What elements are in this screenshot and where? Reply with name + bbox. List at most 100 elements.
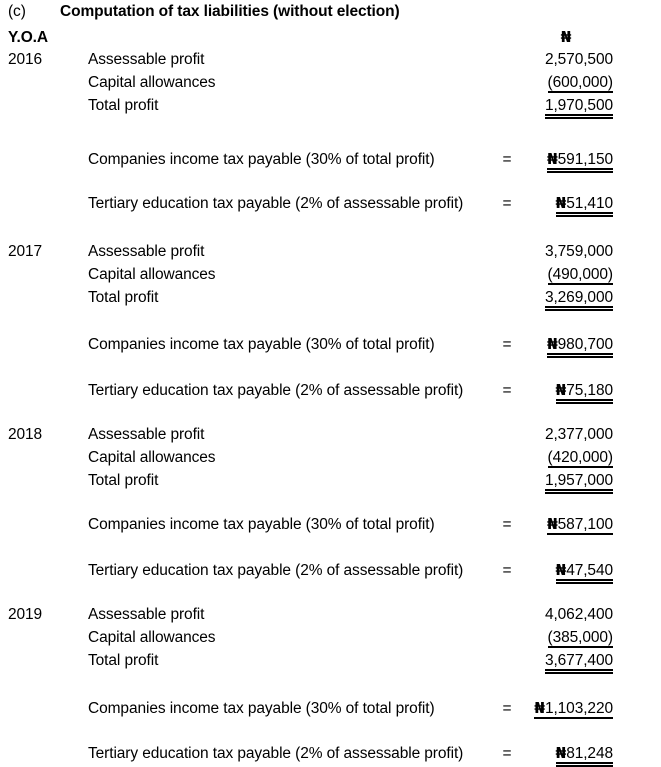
- amount-cell: 1,970,500: [519, 94, 613, 119]
- line-item-label: Companies income tax payable (30% of tot…: [88, 336, 435, 353]
- amount-cell: 2,377,000: [519, 423, 613, 446]
- assessable-value: 3,759,000: [544, 243, 613, 260]
- line-item-label: Capital allowances: [88, 629, 216, 646]
- assessable-value: 2,570,500: [544, 51, 613, 68]
- row-2019-total: Total profit 3,677,400: [8, 649, 613, 674]
- item-marker: (c): [8, 3, 26, 20]
- naira-column-header: ₦: [560, 28, 572, 46]
- yoa-header: Y.O.A: [8, 29, 48, 46]
- row-2019-capital: Capital allowances (385,000): [8, 626, 613, 649]
- tet-amount: 81,248: [566, 745, 613, 762]
- naira-sign: ₦: [555, 194, 567, 212]
- line-item-label: Total profit: [88, 472, 159, 489]
- amount-cell: (600,000): [519, 71, 613, 94]
- amount-cell: 4,062,400: [519, 603, 613, 626]
- amount-cell: (385,000): [519, 626, 613, 649]
- row-2016-cit: Companies income tax payable (30% of tot…: [8, 148, 613, 173]
- tet-amount: 47,540: [566, 562, 613, 579]
- row-2017-capital: Capital allowances (490,000): [8, 263, 613, 286]
- page-title: Computation of tax liabilities (without …: [60, 3, 400, 20]
- year-label: 2016: [8, 51, 43, 68]
- row-2016-tet: Tertiary education tax payable (2% of as…: [8, 192, 613, 217]
- total-value: 1,970,500: [544, 97, 613, 119]
- line-item-label: Assessable profit: [88, 426, 205, 443]
- amount-cell: 3,759,000: [519, 240, 613, 263]
- naira-sign: ₦: [555, 744, 567, 762]
- amount-cell: (420,000): [519, 446, 613, 469]
- row-2017-cit: Companies income tax payable (30% of tot…: [8, 333, 613, 358]
- line-item-label: Capital allowances: [88, 74, 216, 91]
- naira-sign: ₦: [534, 699, 545, 717]
- cit-amount: 591,150: [557, 151, 613, 168]
- row-2018-total: Total profit 1,957,000: [8, 469, 613, 494]
- amount-cell: ₦1,103,220: [519, 697, 613, 720]
- equals-sign: =: [502, 700, 512, 717]
- line-item-label: Total profit: [88, 97, 159, 114]
- row-2018-capital: Capital allowances (420,000): [8, 446, 613, 469]
- tet-amount: 51,410: [566, 195, 613, 212]
- row-2018-assessable: 2018 Assessable profit 2,377,000: [8, 423, 613, 446]
- amount-cell: ₦587,100: [519, 513, 613, 536]
- line-item-label: Total profit: [88, 652, 159, 669]
- equals-sign: =: [502, 151, 512, 168]
- row-2017-tet: Tertiary education tax payable (2% of as…: [8, 379, 613, 404]
- equals-sign: =: [502, 195, 512, 212]
- tet-value: ₦51,410: [555, 194, 613, 217]
- amount-cell: 2,570,500: [519, 48, 613, 71]
- row-2019-cit: Companies income tax payable (30% of tot…: [8, 697, 613, 720]
- cit-value: ₦1,103,220: [534, 700, 613, 719]
- amount-cell: ₦47,540: [519, 559, 613, 584]
- cit-value: ₦591,150: [546, 150, 613, 173]
- year-label: 2017: [8, 243, 43, 260]
- assessable-value: 2,377,000: [544, 426, 613, 443]
- cit-amount: 1,103,220: [544, 700, 613, 717]
- tet-value: ₦47,540: [555, 561, 613, 584]
- line-item-label: Tertiary education tax payable (2% of as…: [88, 382, 464, 399]
- line-item-label: Tertiary education tax payable (2% of as…: [88, 562, 464, 579]
- line-item-label: Assessable profit: [88, 243, 205, 260]
- naira-sign: ₦: [546, 150, 558, 168]
- row-2016-total: Total profit 1,970,500: [8, 94, 613, 119]
- equals-sign: =: [502, 382, 512, 399]
- row-2018-cit: Companies income tax payable (30% of tot…: [8, 513, 613, 536]
- tet-amount: 75,180: [566, 382, 613, 399]
- cit-amount: 980,700: [557, 336, 613, 353]
- row-2017-total: Total profit 3,269,000: [8, 286, 613, 311]
- equals-sign: =: [502, 336, 512, 353]
- naira-sign: ₦: [555, 381, 567, 399]
- line-item-label: Capital allowances: [88, 266, 216, 283]
- capital-value: (490,000): [547, 266, 613, 285]
- amount-cell: 3,269,000: [519, 286, 613, 311]
- naira-sign: ₦: [546, 515, 558, 533]
- line-item-label: Total profit: [88, 289, 159, 306]
- cit-amount: 587,100: [557, 516, 613, 533]
- tet-value: ₦81,248: [555, 744, 613, 767]
- row-2017-assessable: 2017 Assessable profit 3,759,000: [8, 240, 613, 263]
- line-item-label: Tertiary education tax payable (2% of as…: [88, 195, 464, 212]
- column-header-row: Y.O.A ₦: [8, 26, 613, 49]
- amount-cell: ₦51,410: [519, 192, 613, 217]
- line-item-label: Assessable profit: [88, 51, 205, 68]
- tet-value: ₦75,180: [555, 381, 613, 404]
- line-item-label: Companies income tax payable (30% of tot…: [88, 151, 435, 168]
- capital-value: (600,000): [547, 74, 613, 93]
- cit-value: ₦587,100: [546, 515, 613, 535]
- amount-cell: 1,957,000: [519, 469, 613, 494]
- title-row: (c) Computation of tax liabilities (with…: [8, 0, 653, 23]
- line-item-label: Capital allowances: [88, 449, 216, 466]
- line-item-label: Companies income tax payable (30% of tot…: [88, 516, 435, 533]
- amount-cell: ₦81,248: [519, 742, 613, 767]
- amount-cell: ₦980,700: [519, 333, 613, 358]
- year-label: 2018: [8, 426, 43, 443]
- equals-sign: =: [502, 745, 512, 762]
- assessable-value: 4,062,400: [544, 606, 613, 623]
- total-value: 1,957,000: [544, 472, 613, 494]
- naira-sign: ₦: [555, 561, 567, 579]
- total-value: 3,269,000: [544, 289, 613, 311]
- amount-cell: ₦591,150: [519, 148, 613, 173]
- total-value: 3,677,400: [544, 652, 613, 674]
- row-2019-tet: Tertiary education tax payable (2% of as…: [8, 742, 613, 767]
- cit-value: ₦980,700: [546, 336, 613, 358]
- row-2018-tet: Tertiary education tax payable (2% of as…: [8, 559, 613, 584]
